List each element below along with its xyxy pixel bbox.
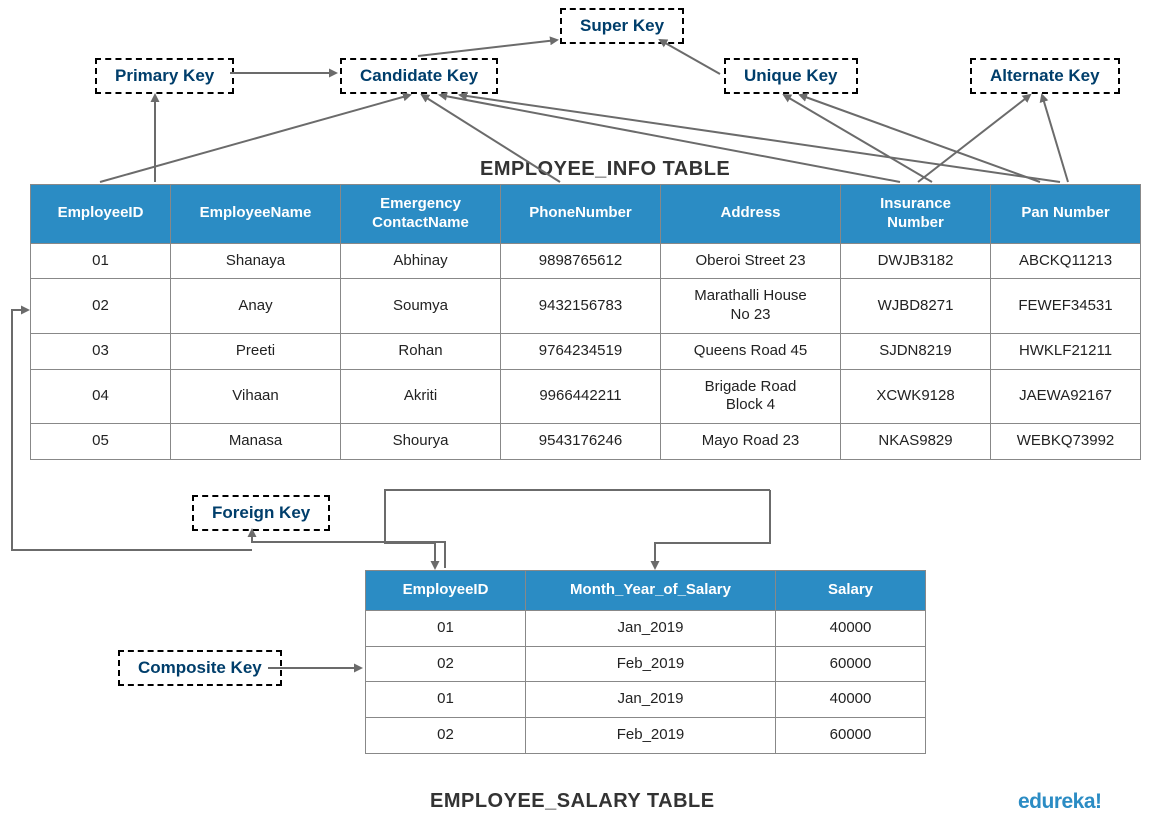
t2-cell: 40000 — [776, 610, 926, 646]
t1-cell: WJBD8271 — [841, 279, 991, 334]
table-row: 02Feb_201960000 — [366, 718, 926, 754]
t1-cell: FEWEF34531 — [991, 279, 1141, 334]
super-key-box: Super Key — [560, 8, 684, 44]
t1-cell: 03 — [31, 333, 171, 369]
candidate-key-label: Candidate Key — [360, 66, 478, 85]
t1-cell: ABCKQ11213 — [991, 243, 1141, 279]
t1-cell: 9432156783 — [501, 279, 661, 334]
table-row: 01ShanayaAbhinay9898765612Oberoi Street … — [31, 243, 1141, 279]
table-row: 05ManasaShourya9543176246Mayo Road 23NKA… — [31, 424, 1141, 460]
alternate-key-label: Alternate Key — [990, 66, 1100, 85]
arrow — [918, 95, 1030, 182]
t2-cell: 60000 — [776, 718, 926, 754]
t1-cell: 9966442211 — [501, 369, 661, 424]
t1-cell: 02 — [31, 279, 171, 334]
employee-info-title: EMPLOYEE_INFO TABLE — [480, 158, 730, 181]
t1-cell: Manasa — [171, 424, 341, 460]
candidate-key-box: Candidate Key — [340, 58, 498, 94]
arrow — [252, 530, 445, 568]
t2-cell: Jan_2019 — [526, 610, 776, 646]
employee-salary-table: EmployeeIDMonth_Year_of_SalarySalary01Ja… — [365, 570, 926, 754]
arrow — [800, 95, 1040, 182]
t1-cell: Vihaan — [171, 369, 341, 424]
t1-cell: Shanaya — [171, 243, 341, 279]
t1-cell: Shourya — [341, 424, 501, 460]
t1-cell: XCWK9128 — [841, 369, 991, 424]
t1-cell: 05 — [31, 424, 171, 460]
arrow — [660, 40, 720, 74]
t1-cell: 04 — [31, 369, 171, 424]
table-row: 03PreetiRohan9764234519Queens Road 45SJD… — [31, 333, 1141, 369]
arrow — [418, 40, 557, 56]
table-row: 02AnaySoumya9432156783Marathalli HouseNo… — [31, 279, 1141, 334]
arrow — [655, 490, 770, 568]
t1-col-1: EmployeeName — [171, 185, 341, 244]
t1-cell: Oberoi Street 23 — [661, 243, 841, 279]
t1-cell: JAEWA92167 — [991, 369, 1141, 424]
t1-cell: Mayo Road 23 — [661, 424, 841, 460]
super-key-label: Super Key — [580, 16, 664, 35]
t1-col-4: Address — [661, 185, 841, 244]
t2-col-1: Month_Year_of_Salary — [526, 571, 776, 611]
t1-cell: 9764234519 — [501, 333, 661, 369]
t1-cell: Soumya — [341, 279, 501, 334]
t2-cell: 01 — [366, 682, 526, 718]
primary-key-label: Primary Key — [115, 66, 214, 85]
t1-col-0: EmployeeID — [31, 185, 171, 244]
unique-key-box: Unique Key — [724, 58, 858, 94]
t2-cell: 02 — [366, 646, 526, 682]
t1-cell: WEBKQ73992 — [991, 424, 1141, 460]
t1-cell: 01 — [31, 243, 171, 279]
t1-cell: Anay — [171, 279, 341, 334]
t2-cell: 60000 — [776, 646, 926, 682]
t1-cell: Brigade RoadBlock 4 — [661, 369, 841, 424]
t1-cell: DWJB3182 — [841, 243, 991, 279]
t1-cell: Akriti — [341, 369, 501, 424]
t1-cell: 9898765612 — [501, 243, 661, 279]
foreign-key-box: Foreign Key — [192, 495, 330, 531]
t2-cell: 01 — [366, 610, 526, 646]
t2-cell: 40000 — [776, 682, 926, 718]
t2-cell: Feb_2019 — [526, 646, 776, 682]
t1-col-6: Pan Number — [991, 185, 1141, 244]
primary-key-box: Primary Key — [95, 58, 234, 94]
employee-info-table: EmployeeIDEmployeeNameEmergencyContactNa… — [30, 184, 1141, 460]
t1-cell: HWKLF21211 — [991, 333, 1141, 369]
t1-cell: 9543176246 — [501, 424, 661, 460]
arrow — [784, 95, 932, 182]
arrow — [1042, 95, 1068, 182]
foreign-key-label: Foreign Key — [212, 503, 310, 522]
arrow — [385, 490, 770, 568]
t1-cell: Abhinay — [341, 243, 501, 279]
employee-salary-title: EMPLOYEE_SALARY TABLE — [430, 790, 715, 813]
t2-cell: Jan_2019 — [526, 682, 776, 718]
table-row: 01Jan_201940000 — [366, 610, 926, 646]
t1-col-3: PhoneNumber — [501, 185, 661, 244]
t1-col-5: InsuranceNumber — [841, 185, 991, 244]
t1-cell: Queens Road 45 — [661, 333, 841, 369]
t2-cell: Feb_2019 — [526, 718, 776, 754]
t2-cell: 02 — [366, 718, 526, 754]
composite-key-box: Composite Key — [118, 650, 282, 686]
alternate-key-box: Alternate Key — [970, 58, 1120, 94]
t2-col-2: Salary — [776, 571, 926, 611]
table-row: 02Feb_201960000 — [366, 646, 926, 682]
t1-cell: NKAS9829 — [841, 424, 991, 460]
t1-cell: Rohan — [341, 333, 501, 369]
arrow — [100, 95, 410, 182]
composite-key-label: Composite Key — [138, 658, 262, 677]
t1-col-2: EmergencyContactName — [341, 185, 501, 244]
t1-cell: SJDN8219 — [841, 333, 991, 369]
table-row: 04VihaanAkriti9966442211Brigade RoadBloc… — [31, 369, 1141, 424]
table-row: 01Jan_201940000 — [366, 682, 926, 718]
brand-logo: edureka! — [1018, 790, 1102, 814]
t1-cell: Marathalli HouseNo 23 — [661, 279, 841, 334]
t1-cell: Preeti — [171, 333, 341, 369]
t2-col-0: EmployeeID — [366, 571, 526, 611]
unique-key-label: Unique Key — [744, 66, 838, 85]
